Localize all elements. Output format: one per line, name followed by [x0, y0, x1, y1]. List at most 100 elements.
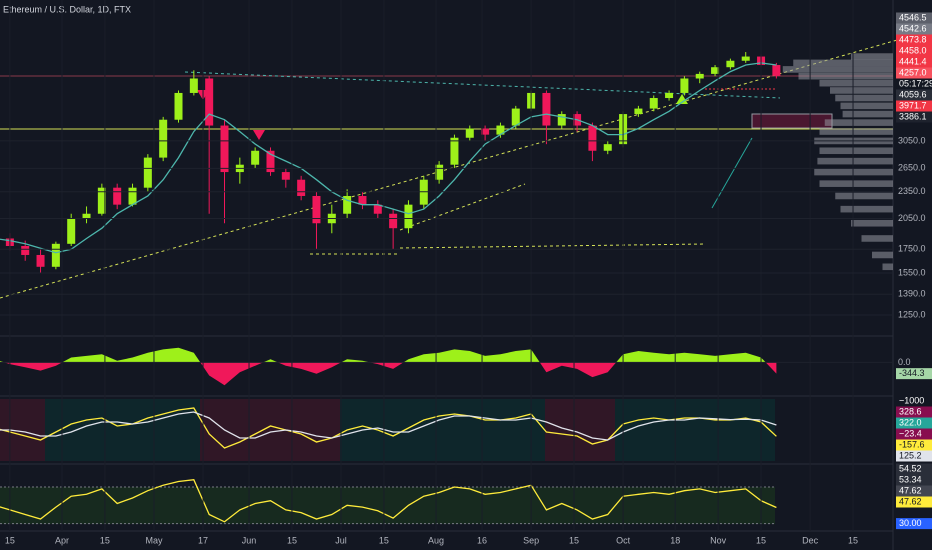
indicator-line [0, 478, 777, 523]
x-tick-label: 18 [670, 535, 680, 545]
axis-label-box [896, 368, 932, 380]
axis-label: 4473.8 [899, 34, 927, 44]
volume-profile-bar [793, 59, 893, 67]
axis-label-box [896, 67, 932, 79]
volume-profile-bar [840, 102, 893, 110]
x-tick-label: Sep [523, 535, 539, 545]
axis-label-box [896, 12, 932, 24]
x-tick-label: 17 [198, 535, 208, 545]
volume-profile-bar [835, 94, 893, 102]
axis-label: 53.34 [899, 474, 922, 484]
y-tick-label: 2050.0 [898, 213, 926, 223]
x-tick-label: 15 [569, 535, 579, 545]
candle-body [297, 179, 306, 196]
axis-label: 54.52 [899, 463, 922, 473]
candle-body [726, 60, 735, 68]
axis-label: −23.4 [899, 428, 922, 438]
signal-triangle [676, 94, 688, 104]
candle-body [67, 218, 76, 244]
volume-profile-bar [842, 110, 893, 118]
candle-body [36, 254, 45, 267]
candle-body [159, 119, 168, 158]
candle-body [281, 172, 290, 180]
candle-body [435, 164, 444, 180]
candle-body [772, 65, 781, 76]
volume-profile-bar [819, 128, 893, 135]
x-tick-label: 15 [5, 535, 15, 545]
candle-body [450, 137, 459, 165]
zone-box [751, 113, 833, 129]
y-tick-label: 2650.0 [898, 163, 926, 173]
candle-body [496, 125, 505, 135]
axis-label: 4546.5 [899, 12, 927, 22]
axis-label: 47.62 [899, 485, 922, 495]
volume-profile-bar [840, 205, 893, 213]
axis-label: 47.62 [899, 496, 922, 506]
candle-body [251, 150, 260, 165]
x-tick-label: 15 [287, 535, 297, 545]
x-tick-label: Dec [802, 535, 819, 545]
x-tick-label: 15 [848, 535, 858, 545]
candle-body [97, 187, 106, 214]
candle-body [266, 150, 275, 173]
candle-body [128, 187, 137, 205]
x-tick-label: Apr [55, 535, 69, 545]
axis-label-box [896, 34, 932, 46]
candle-body [373, 204, 382, 214]
signal-triangle [253, 130, 265, 140]
pane-zone [545, 399, 615, 461]
oscillator-area [0, 347, 777, 386]
candle-body [741, 56, 750, 61]
pane-zone [200, 399, 340, 461]
axis-label: 4458.0 [899, 45, 927, 55]
axis-label: −1000 [899, 395, 924, 405]
axis-label-box [896, 111, 932, 123]
candle-body [665, 92, 674, 99]
volume-profile-bar [851, 53, 893, 60]
chart-title: Ethereum / U.S. Dollar, 1D, FTX [3, 4, 131, 14]
axis-label-box [896, 518, 932, 530]
axis-label-box [896, 417, 932, 429]
volume-profile-bar [830, 87, 893, 94]
candle-body [21, 245, 30, 255]
axis-label: 4441.4 [899, 56, 927, 66]
candle-body [695, 73, 704, 79]
candle-body [143, 157, 152, 188]
x-tick-label: 15 [379, 535, 389, 545]
axis-label: -157.6 [899, 439, 925, 449]
candle-body [205, 78, 214, 126]
volume-profile-bar [817, 157, 893, 165]
candle-body [174, 92, 183, 120]
candle-body [404, 204, 413, 229]
x-tick-label: Aug [428, 535, 444, 545]
axis-label: 30.00 [899, 518, 922, 528]
candle-body [465, 128, 474, 138]
candle-body [343, 195, 352, 214]
x-tick-label: Jun [242, 535, 257, 545]
y-tick-label: 1250.0 [898, 309, 926, 319]
axis-label-box [896, 100, 932, 112]
candle-body [634, 108, 643, 115]
candle-body [481, 128, 490, 135]
axis-label: 125.2 [899, 450, 922, 460]
axis-label-box [896, 428, 932, 440]
volume-profile-bar [782, 66, 893, 73]
trend-line [399, 243, 706, 249]
arrow [711, 137, 753, 209]
axis-label: -344.3 [899, 368, 925, 378]
candle-body [603, 144, 612, 151]
axis-label-box [896, 406, 932, 418]
volume-profile-bar [819, 79, 893, 87]
candle-body [511, 108, 520, 126]
candle-body [588, 125, 597, 151]
volume-profile-bar [872, 251, 893, 259]
x-tick-label: May [145, 535, 163, 545]
axis-label-box [896, 45, 932, 57]
axis-label: 322.0 [899, 417, 922, 427]
volume-profile-bar [835, 192, 893, 200]
countdown: 05:17:29 [899, 78, 932, 88]
y-tick-label: 1550.0 [898, 267, 926, 277]
candle-body [189, 78, 198, 93]
candle-body [220, 125, 229, 173]
